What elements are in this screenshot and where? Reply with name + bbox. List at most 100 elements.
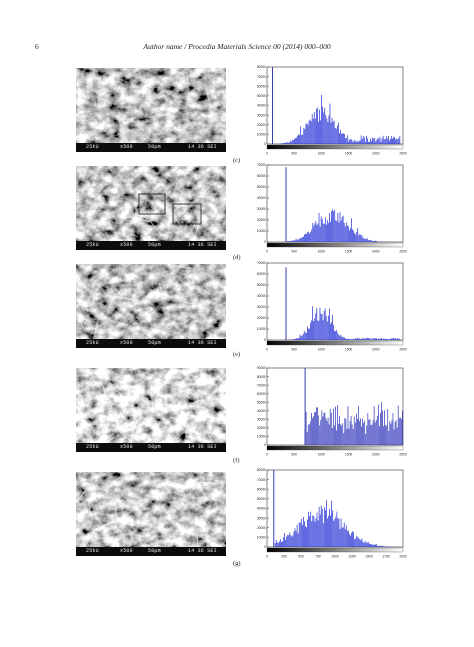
x-tick-label: 2000	[372, 152, 380, 156]
y-tick-label: 40000	[257, 104, 266, 108]
page-number: 6	[35, 42, 39, 51]
y-tick-label: 60000	[257, 272, 266, 276]
x-tick-label: 0	[266, 250, 268, 254]
histogram-g: 0 10000 20000 30000 40000 50000 60000 70000 8000…	[253, 468, 407, 561]
sem-scale: 50µm	[148, 548, 161, 554]
x-tick-label: 1000	[331, 555, 339, 559]
sem-texture	[76, 68, 226, 143]
y-tick-label: 50000	[257, 185, 266, 189]
sem-info-bar: 25kU x500 50µm 14 36 SEI	[76, 339, 226, 348]
y-tick-label: 30000	[257, 516, 266, 520]
sem-kv: 25kU	[86, 242, 99, 248]
y-tick-label: 60000	[257, 174, 266, 178]
x-tick-label: 2000	[372, 348, 380, 352]
x-tick-label: 250	[281, 555, 287, 559]
y-tick-label: 70000	[257, 75, 266, 79]
x-tick-label: 0	[266, 453, 268, 457]
sem-scale: 50µm	[148, 144, 161, 150]
y-tick-label: 10000	[257, 229, 266, 233]
y-tick-label: 10000	[257, 536, 266, 540]
sem-texture	[76, 264, 226, 339]
plot-frame	[266, 262, 404, 341]
gray-level-gradient	[266, 144, 404, 150]
y-tick-label: 30000	[257, 305, 266, 309]
y-tick-label: 30000	[257, 207, 266, 211]
histogram-svg: 0100002000030000400005000060000700008000…	[257, 468, 407, 559]
x-tick-label: 1500	[345, 348, 353, 352]
y-tick-label: 50000	[257, 400, 266, 404]
y-tick-label: 90000	[257, 366, 266, 370]
sem-kv: 25kU	[86, 340, 99, 346]
x-tick-label: 500	[298, 555, 304, 559]
x-tick-label: 1750	[382, 555, 390, 559]
sem-info-bar: 25kU x500 50µm 14 36 SEI	[76, 547, 226, 556]
sem-code: 14 36 SEI	[188, 144, 217, 150]
sem-texture	[76, 472, 226, 547]
sem-texture	[76, 368, 226, 443]
sem-code: 14 36 SEI	[188, 340, 217, 346]
x-tick-label: 2500	[399, 348, 407, 352]
sem-magnification: x500	[120, 548, 133, 554]
x-tick-label: 1500	[365, 555, 373, 559]
sem-image-g: 25kU x500 50µm 14 36 SEI	[76, 472, 226, 556]
sem-scale: 50µm	[148, 340, 161, 346]
sem-image-d: 25kU x500 50µm 14 36 SEI	[76, 166, 226, 250]
y-tick-label: 20000	[257, 316, 266, 320]
sem-kv: 25kU	[86, 444, 99, 450]
gray-level-gradient	[266, 242, 404, 248]
sem-scale: 50µm	[148, 242, 161, 248]
histogram-svg: 0 10000 20000 30000 40000 50000 60000 70000 0 500…	[257, 163, 407, 254]
x-tick-label: 1000	[318, 348, 326, 352]
x-tick-label: 2500	[399, 250, 407, 254]
x-tick-label: 2000	[372, 453, 380, 457]
histogram-d: 0 10000 20000 30000 40000 50000 60000 70000 0 500…	[253, 163, 407, 256]
x-tick-label: 1000	[318, 152, 326, 156]
gray-level-gradient	[266, 547, 404, 553]
x-tick-label: 1000	[318, 250, 326, 254]
x-tick-label: 750	[315, 555, 321, 559]
histogram-e: 0 10000 20000 30000 40000 50000 60000 70000 0 500…	[253, 261, 407, 354]
x-tick-label: 500	[291, 152, 297, 156]
x-tick-label: 1500	[345, 250, 353, 254]
panel-label-g: (g)	[233, 560, 241, 567]
x-tick-label: 500	[291, 250, 297, 254]
sem-info-bar: 25kU x500 50µm 14 36 SEI	[76, 143, 226, 152]
x-tick-label: 2500	[399, 152, 407, 156]
y-tick-label: 0	[264, 240, 266, 244]
x-tick-label: 500	[291, 348, 297, 352]
sem-texture	[76, 166, 226, 241]
y-tick-label: 30000	[257, 113, 266, 117]
y-tick-label: 20000	[257, 426, 266, 430]
histogram-svg: 0100002000030000400005000060000700008000…	[257, 65, 407, 156]
sem-image-c: 25kU x500 50µm 14 36 SEI	[76, 68, 226, 152]
sem-kv: 25kU	[86, 548, 99, 554]
y-tick-label: 30000	[257, 418, 266, 422]
sem-code: 14 36 SEI	[188, 548, 217, 554]
x-tick-label: 1500	[345, 453, 353, 457]
y-tick-label: 80000	[257, 468, 266, 472]
y-tick-label: 40000	[257, 409, 266, 413]
y-tick-label: 50000	[257, 283, 266, 287]
y-tick-label: 20000	[257, 123, 266, 127]
x-tick-label: 2500	[399, 453, 407, 457]
y-tick-label: 60000	[257, 392, 266, 396]
x-tick-label: 2000	[372, 250, 380, 254]
y-tick-label: 50000	[257, 94, 266, 98]
y-tick-label: 70000	[257, 383, 266, 387]
sem-info-bar: 25kU x500 50µm 14 36 SEI	[76, 241, 226, 250]
sem-image-e: 25kU x500 50µm 14 36 SEI	[76, 264, 226, 348]
y-tick-label: 70000	[257, 261, 266, 265]
y-tick-label: 50000	[257, 497, 266, 501]
y-tick-label: 20000	[257, 218, 266, 222]
x-tick-label: 1500	[345, 152, 353, 156]
panel-label-d: (d)	[233, 254, 241, 261]
x-tick-label: 1000	[318, 453, 326, 457]
gray-level-gradient	[266, 445, 404, 451]
y-tick-label: 0	[264, 545, 266, 549]
panel-label-f: (f)	[233, 457, 240, 464]
histogram-svg: 0100002000030000400005000060000700008000…	[257, 366, 407, 457]
y-tick-label: 70000	[257, 478, 266, 482]
running-header: Author name / Procedia Materials Science…	[143, 42, 331, 51]
sem-magnification: x500	[120, 242, 133, 248]
sem-image-f: 25kU x500 50µm 14 36 SEI	[76, 368, 226, 452]
